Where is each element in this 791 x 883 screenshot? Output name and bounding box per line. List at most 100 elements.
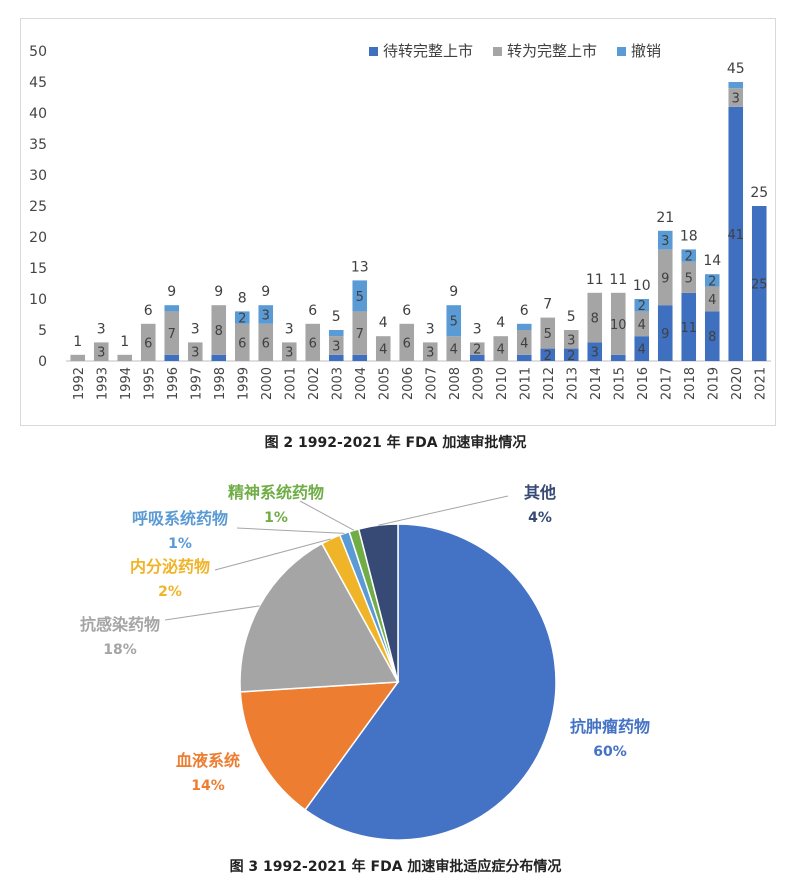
total-data-label: 6 — [520, 303, 529, 319]
stacked-bar-chart: 0510152025303540455011992331993119946619… — [29, 42, 771, 400]
segment-data-label: 7 — [168, 327, 176, 342]
total-data-label: 5 — [332, 309, 341, 325]
segment-data-label: 5 — [685, 271, 693, 286]
total-data-label: 4 — [496, 315, 505, 331]
segment-data-label: 4 — [708, 293, 716, 308]
pie-slice — [239, 542, 400, 693]
total-data-label: 1 — [73, 334, 82, 350]
segment-data-label: 8 — [708, 330, 716, 345]
total-data-label: 9 — [214, 284, 223, 300]
total-data-label: 14 — [703, 253, 721, 269]
bar-segment — [634, 336, 650, 361]
x-tick-label: 2003 — [330, 367, 345, 400]
figure-3-caption: 图 3 1992-2021 年 FDA 加速审批适应症分布情况 — [229, 859, 562, 875]
bar-segment — [187, 342, 203, 361]
bar-segment — [352, 354, 368, 361]
x-tick-label: 1993 — [95, 367, 110, 400]
slice-category-label: 抗感染药物 — [80, 615, 160, 634]
total-data-label: 3 — [97, 321, 106, 337]
x-tick-label: 2005 — [377, 367, 392, 400]
bar-segment — [446, 305, 462, 337]
y-tick-label: 45 — [29, 75, 47, 91]
segment-data-label: 3 — [332, 340, 340, 355]
bar-segment — [328, 354, 344, 361]
total-data-label: 6 — [144, 303, 153, 319]
y-tick-label: 25 — [29, 199, 47, 215]
segment-data-label: 2 — [238, 312, 246, 327]
bar-segment — [657, 249, 673, 306]
slice-percent-label: 18% — [103, 642, 137, 658]
bar-segment — [446, 336, 462, 361]
bar-segment — [516, 330, 532, 355]
segment-data-label: 3 — [97, 346, 105, 361]
bar-segment — [751, 206, 767, 361]
total-data-label: 9 — [167, 284, 176, 300]
total-data-label: 6 — [402, 303, 411, 319]
total-data-label: 25 — [750, 185, 768, 201]
bar-segment — [704, 274, 720, 287]
segment-data-label: 2 — [685, 250, 693, 265]
x-tick-label: 1994 — [119, 367, 134, 400]
total-data-label: 3 — [285, 321, 294, 337]
bar-segment — [516, 323, 532, 330]
segment-data-label: 5 — [356, 290, 364, 305]
legend-swatch — [493, 47, 502, 56]
total-data-label: 7 — [543, 297, 552, 313]
total-data-label: 9 — [449, 284, 458, 300]
bar-segment — [258, 323, 274, 361]
total-data-label: 5 — [567, 309, 576, 325]
segment-data-label: 41 — [727, 228, 744, 243]
bar-segment — [211, 354, 227, 361]
y-tick-label: 30 — [29, 168, 47, 184]
bar-segment — [164, 311, 180, 355]
segment-data-label: 6 — [262, 336, 270, 351]
segment-data-label: 4 — [379, 343, 387, 358]
bar-segment — [469, 342, 485, 355]
y-tick-label: 35 — [29, 137, 47, 153]
segment-data-label: 3 — [285, 346, 293, 361]
legend-label: 待转完整上市 — [383, 42, 473, 60]
x-tick-label: 2014 — [589, 367, 604, 400]
x-tick-label: 1992 — [72, 367, 87, 400]
leader-line — [236, 527, 345, 534]
x-tick-label: 2000 — [260, 367, 275, 400]
slice-category-label: 精神系统药物 — [228, 483, 324, 502]
legend-swatch — [617, 47, 626, 56]
y-tick-label: 0 — [38, 354, 47, 370]
x-tick-label: 2013 — [565, 367, 580, 400]
legend: 待转完整上市 转为完整上市 撤销 — [369, 42, 661, 60]
total-data-label: 13 — [351, 259, 369, 275]
bar-segment — [728, 82, 744, 89]
bar-segment — [140, 323, 156, 361]
total-data-label: 6 — [308, 303, 317, 319]
x-tick-label: 2019 — [706, 367, 721, 400]
segment-data-label: 9 — [661, 327, 669, 342]
bar-segment — [164, 354, 180, 361]
x-tick-label: 1997 — [189, 367, 204, 400]
bar-segment — [657, 305, 673, 361]
slice-category-label: 其他 — [524, 483, 556, 502]
leader-line — [299, 500, 355, 531]
slice-category-label: 抗肿瘤药物 — [570, 717, 650, 736]
total-data-label: 1 — [120, 334, 129, 350]
segment-data-label: 2 — [544, 349, 552, 364]
x-tick-label: 2010 — [495, 367, 510, 400]
segment-data-label: 7 — [356, 327, 364, 342]
segment-data-label: 4 — [638, 343, 646, 358]
legend-label: 撤销 — [631, 42, 661, 60]
x-tick-label: 2002 — [307, 367, 322, 400]
bar-segment — [728, 106, 744, 361]
bar-segment — [563, 330, 579, 349]
bar-segment — [587, 342, 603, 361]
bar-segment — [328, 336, 344, 355]
total-data-label: 8 — [238, 290, 247, 306]
bar-segment — [375, 336, 391, 361]
total-data-label: 21 — [656, 210, 674, 226]
total-data-label: 10 — [633, 278, 651, 294]
pie-slice — [357, 523, 399, 683]
bar-segment — [587, 292, 603, 343]
bar-segment — [93, 342, 109, 361]
slice-percent-label: 60% — [593, 744, 627, 760]
x-tick-label: 2008 — [448, 367, 463, 400]
slice-category-label: 血液系统 — [176, 751, 240, 770]
